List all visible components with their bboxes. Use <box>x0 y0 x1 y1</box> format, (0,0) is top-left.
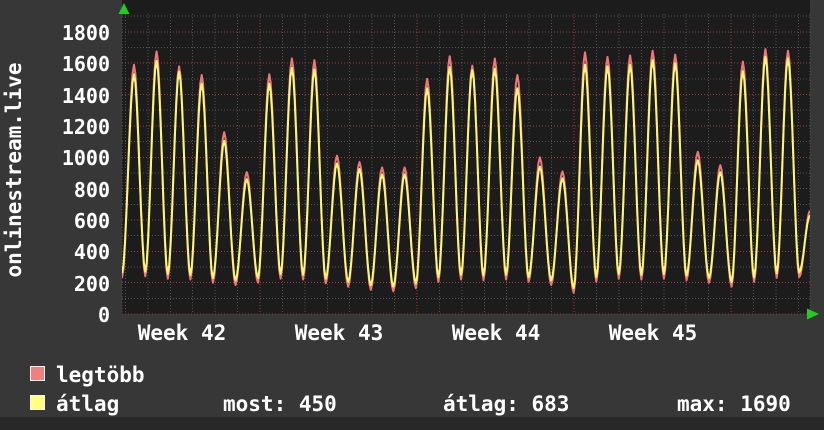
x-axis-label: Week 42 <box>137 321 227 345</box>
legend-label-max: legtöbb <box>56 363 145 387</box>
y-axis-tick-label: 1400 <box>61 84 110 108</box>
x-axis-label: Week 44 <box>451 321 541 345</box>
y-axis-tick-label: 0 <box>97 303 110 327</box>
y-axis-tick-label: 1800 <box>61 21 110 45</box>
y-axis-tick-label: 400 <box>73 240 110 264</box>
x-axis-label: Week 45 <box>608 321 698 345</box>
y-axis-arrow-icon <box>118 3 130 14</box>
x-axis-label: Week 43 <box>294 321 384 345</box>
stat-most: most: 450 <box>223 392 337 416</box>
stat-atlag: átlag: 683 <box>443 392 570 416</box>
y-axis-tick-label: 600 <box>73 209 110 233</box>
avg-series-line <box>122 55 810 290</box>
y-axis-tick-label: 1000 <box>61 146 110 170</box>
legend-swatch-avg <box>30 395 45 410</box>
legend-swatch-max <box>30 366 45 381</box>
stat-max: max: 1690 <box>677 392 791 416</box>
y-axis-tick-label: 1200 <box>61 115 110 139</box>
y-axis-tick-label: 1600 <box>61 52 110 76</box>
bottom-strip <box>0 417 824 430</box>
y-axis-tick-label: 800 <box>73 178 110 202</box>
y-axis-tick-label: 200 <box>73 272 110 296</box>
x-axis-arrow-icon <box>807 308 819 320</box>
legend-label-avg: átlag <box>56 392 120 416</box>
